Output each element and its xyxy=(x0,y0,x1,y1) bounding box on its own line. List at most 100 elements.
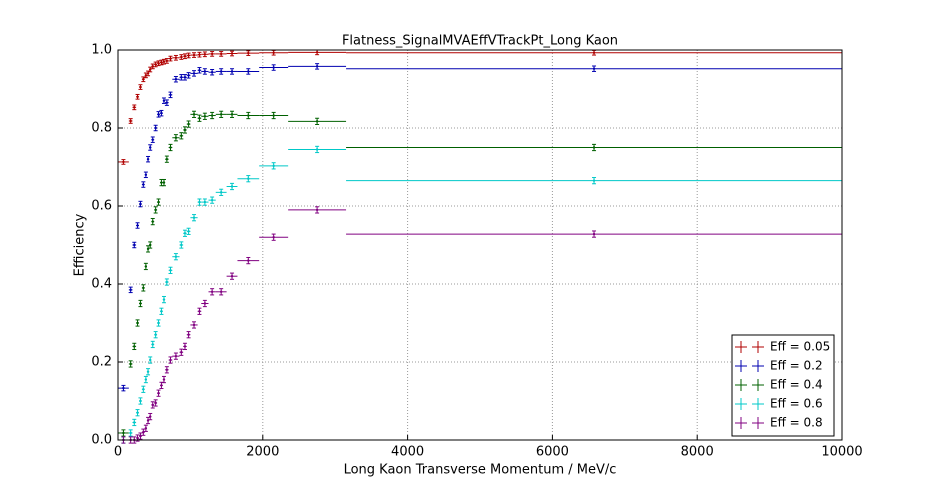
point xyxy=(230,185,234,188)
point xyxy=(272,164,275,168)
legend-label: Eff = 0.8 xyxy=(770,416,823,430)
point xyxy=(165,158,169,161)
point xyxy=(219,113,223,116)
point xyxy=(162,60,166,63)
point xyxy=(154,126,157,130)
point xyxy=(129,431,132,435)
point xyxy=(230,113,234,116)
point xyxy=(192,72,196,75)
point xyxy=(136,321,139,325)
point xyxy=(169,57,172,60)
point xyxy=(129,362,132,366)
point xyxy=(180,134,183,137)
point xyxy=(151,65,154,68)
point xyxy=(180,76,183,79)
point xyxy=(210,71,214,74)
legend-label: Eff = 0.4 xyxy=(770,378,823,392)
point xyxy=(160,111,163,115)
point xyxy=(592,67,596,70)
point xyxy=(592,232,596,236)
y-tick-label: 0.4 xyxy=(91,277,112,292)
point xyxy=(160,310,163,313)
point xyxy=(160,384,163,387)
point xyxy=(210,290,214,293)
point xyxy=(136,411,139,414)
point xyxy=(122,386,125,390)
point xyxy=(187,230,190,233)
point xyxy=(183,345,187,348)
point xyxy=(169,146,172,149)
x-axis-label: Long Kaon Transverse Momentum / MeV/c xyxy=(344,463,617,478)
point xyxy=(169,269,172,272)
point xyxy=(192,113,196,116)
point xyxy=(219,70,223,73)
point xyxy=(149,146,152,149)
point xyxy=(142,183,145,186)
point xyxy=(144,427,148,430)
point xyxy=(210,52,214,56)
point xyxy=(247,70,250,73)
point xyxy=(187,122,190,126)
point xyxy=(315,208,319,212)
point xyxy=(151,138,154,141)
point xyxy=(198,69,201,72)
point xyxy=(162,298,166,301)
point xyxy=(122,160,125,164)
point xyxy=(203,200,207,204)
point xyxy=(272,114,275,117)
point xyxy=(180,55,183,59)
point xyxy=(272,66,275,69)
point xyxy=(144,173,148,176)
point xyxy=(192,53,196,57)
point xyxy=(157,392,160,395)
point xyxy=(154,63,157,66)
point xyxy=(180,243,183,247)
point xyxy=(122,431,125,435)
y-axis-label: Efficiency xyxy=(73,213,88,276)
point xyxy=(154,208,157,212)
point xyxy=(169,358,172,362)
y-tick-label: 0.6 xyxy=(91,199,112,214)
point xyxy=(174,354,178,358)
y-tick-label: 0.0 xyxy=(91,433,112,448)
point xyxy=(149,243,152,247)
point xyxy=(230,52,234,55)
chart-title: Flatness_SignalMVAEffVTrackPt_Long Kaon xyxy=(342,34,618,49)
point xyxy=(162,181,166,184)
y-tick-label: 0.8 xyxy=(91,121,112,136)
point xyxy=(219,191,223,194)
plot-frame xyxy=(117,49,843,441)
x-tick-label: 6000 xyxy=(536,445,569,460)
point xyxy=(203,53,207,56)
point xyxy=(198,117,201,120)
point xyxy=(247,51,250,55)
point xyxy=(165,280,169,284)
point xyxy=(210,114,214,117)
point xyxy=(136,224,139,227)
point xyxy=(146,72,150,75)
point xyxy=(133,243,136,247)
point xyxy=(139,202,142,206)
point xyxy=(203,70,207,73)
point xyxy=(157,200,160,204)
point xyxy=(169,93,172,97)
point xyxy=(144,378,148,381)
point xyxy=(129,288,132,292)
point xyxy=(139,399,142,403)
point xyxy=(160,181,163,184)
point xyxy=(139,85,142,89)
point xyxy=(183,76,187,79)
point xyxy=(174,78,178,81)
point xyxy=(180,351,183,354)
point xyxy=(198,310,201,313)
point xyxy=(247,114,250,117)
point xyxy=(149,415,152,418)
point xyxy=(203,302,207,305)
point xyxy=(154,333,157,336)
point xyxy=(247,259,250,262)
point xyxy=(230,275,234,278)
point xyxy=(315,51,319,54)
point xyxy=(162,99,166,102)
point xyxy=(146,158,150,161)
point xyxy=(315,148,319,151)
